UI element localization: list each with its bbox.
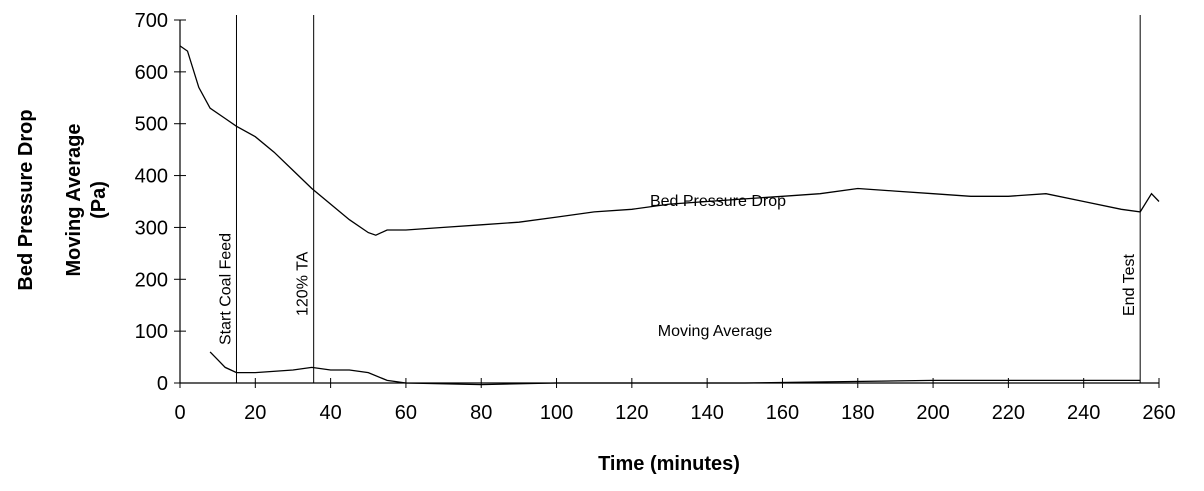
y-tick-label: 0 (157, 373, 168, 395)
y-tick-label: 300 (135, 217, 168, 239)
series-line (209, 351, 1141, 386)
x-tick-label: 240 (1067, 402, 1100, 424)
x-tick-label: 160 (766, 402, 799, 424)
y-tick-label: 200 (135, 269, 168, 291)
marker-label: 120% TA (295, 251, 312, 316)
x-tick-label: 60 (395, 402, 417, 424)
x-tick-label: 140 (690, 402, 723, 424)
marker-label: End Test (1121, 253, 1138, 316)
marker-label: Start Coal Feed (217, 233, 234, 345)
x-tick-label: 220 (992, 402, 1025, 424)
y-tick-label: 700 (135, 10, 168, 32)
series-line (179, 45, 1160, 236)
y-tick-label: 100 (135, 321, 168, 343)
y-axis-title: Moving Average (63, 124, 85, 277)
series-annotation: Bed Pressure Drop (650, 193, 786, 210)
x-tick-label: 0 (174, 402, 185, 424)
x-tick-label: 20 (244, 402, 266, 424)
y-tick-label: 500 (135, 114, 168, 136)
x-tick-label: 260 (1142, 402, 1175, 424)
x-tick-label: 80 (470, 402, 492, 424)
x-tick-label: 120 (615, 402, 648, 424)
x-axis-title: Time (minutes) (598, 453, 740, 475)
series-annotation: Moving Average (658, 323, 773, 340)
y-axis-title: (Pa) (88, 181, 110, 219)
x-tick-label: 180 (841, 402, 874, 424)
x-tick-label: 100 (540, 402, 573, 424)
y-axis-title: Bed Pressure Drop (15, 109, 37, 290)
x-tick-label: 40 (319, 402, 341, 424)
x-tick-label: 200 (916, 402, 949, 424)
y-tick-label: 600 (135, 62, 168, 84)
y-tick-label: 400 (135, 166, 168, 188)
